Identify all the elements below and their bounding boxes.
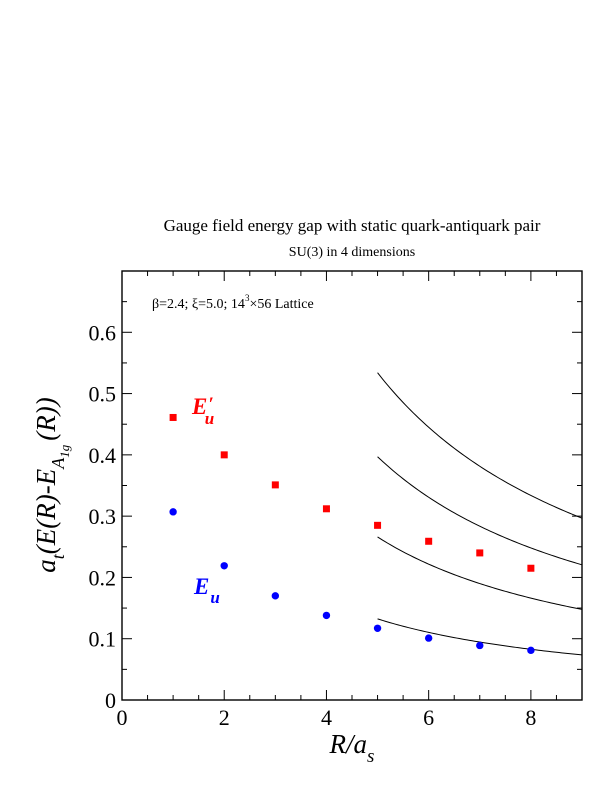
y-tick-label: 0.1 bbox=[89, 627, 117, 652]
fit-curve-3 bbox=[377, 456, 583, 566]
chart-title: Gauge field energy gap with static quark… bbox=[164, 216, 541, 235]
point-series1-2 bbox=[220, 562, 228, 570]
fit-curve-4 bbox=[377, 372, 583, 519]
fit-curves bbox=[377, 372, 583, 656]
data-points bbox=[169, 413, 535, 655]
point-series1-8 bbox=[527, 646, 535, 655]
chart-subtitle: SU(3) in 4 dimensions bbox=[289, 245, 415, 260]
x-tick-label: 4 bbox=[321, 705, 332, 730]
fit-curve-2 bbox=[377, 536, 583, 610]
point-series0-5 bbox=[374, 521, 382, 529]
point-series1-1 bbox=[169, 508, 177, 516]
y-tick-label: 0.5 bbox=[89, 382, 117, 407]
series-label-eu: Eu bbox=[193, 574, 220, 607]
y-tick-label: 0.4 bbox=[89, 443, 117, 468]
point-series0-3 bbox=[271, 481, 279, 489]
point-series1-5 bbox=[373, 624, 382, 632]
point-series1-4 bbox=[322, 611, 331, 620]
y-axis-label: at(E(R)-EA1g(R)) bbox=[31, 397, 72, 572]
axis-ticks: 0 2 4 6 8 0 0.1 0.2 0.3 0.4 0.5 0.6 bbox=[89, 270, 583, 730]
x-tick-label: 2 bbox=[219, 705, 230, 730]
point-series0-7 bbox=[476, 549, 484, 557]
point-series0-6 bbox=[425, 537, 433, 545]
x-tick-label: 0 bbox=[117, 705, 128, 730]
y-tick-label: 0.3 bbox=[89, 504, 117, 529]
point-series1-6 bbox=[424, 634, 433, 642]
point-series0-2 bbox=[220, 451, 228, 459]
plot-frame bbox=[121, 270, 583, 701]
point-series1-3 bbox=[271, 592, 280, 600]
y-tick-label: 0 bbox=[105, 688, 116, 713]
x-axis-label: R/as bbox=[329, 729, 375, 767]
x-tick-label: 8 bbox=[525, 705, 536, 730]
point-series0-1 bbox=[169, 413, 177, 421]
lattice-annotation: β=2.4; ξ=5.0; 143×56 Lattice bbox=[152, 293, 314, 312]
x-tick-label: 6 bbox=[423, 705, 434, 730]
y-tick-label: 0.2 bbox=[89, 565, 117, 590]
point-series1-7 bbox=[476, 641, 484, 650]
series-label-eu-prime: E′ u bbox=[191, 394, 214, 428]
point-series0-4 bbox=[322, 505, 330, 513]
point-series0-8 bbox=[527, 564, 535, 572]
y-tick-label: 0.6 bbox=[89, 320, 117, 345]
